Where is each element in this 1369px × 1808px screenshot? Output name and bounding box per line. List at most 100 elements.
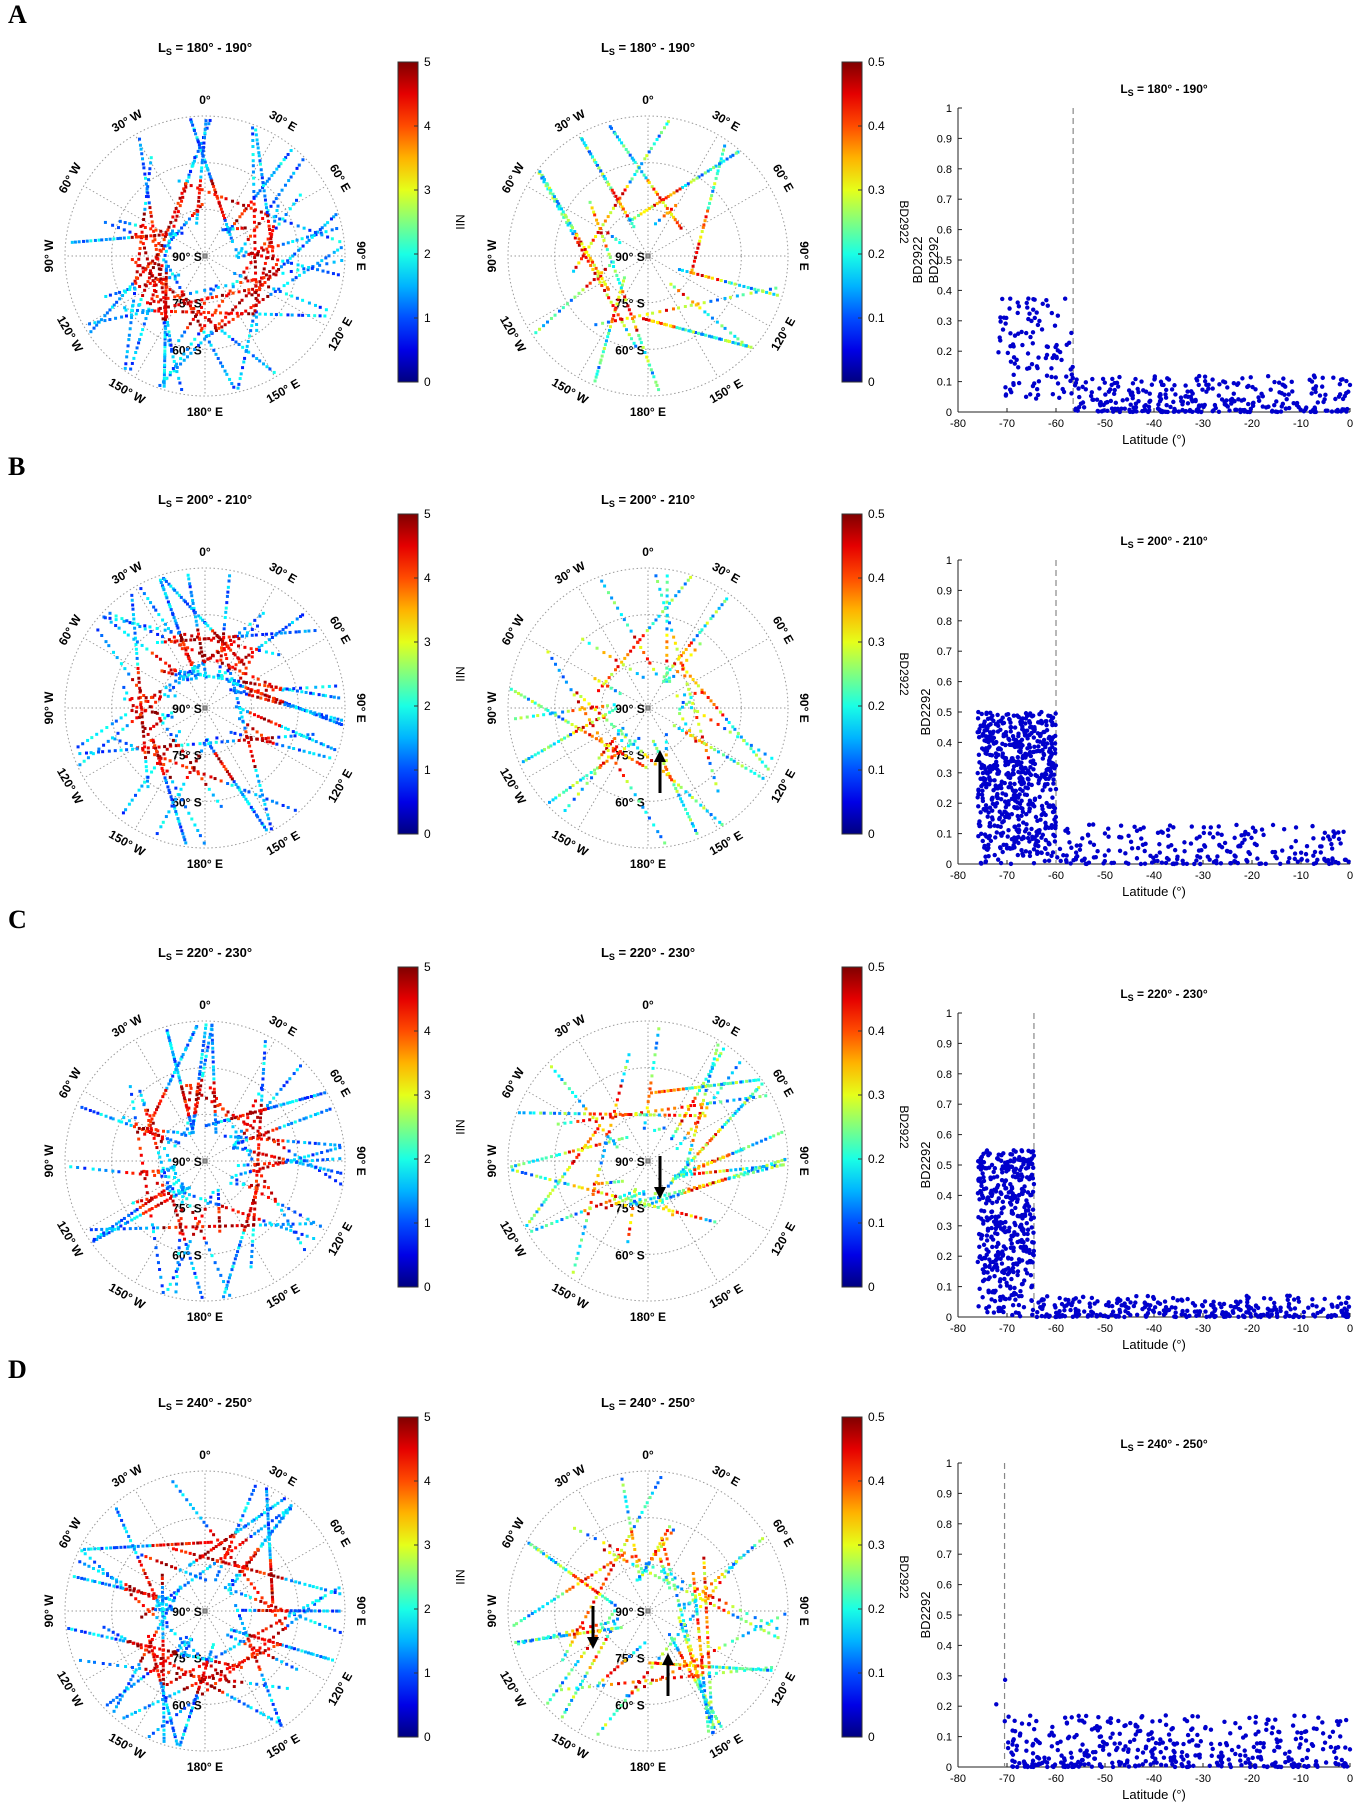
swath-point bbox=[664, 733, 668, 737]
scatter-point bbox=[1046, 713, 1051, 718]
swath-point bbox=[121, 293, 125, 297]
swath-point bbox=[234, 1130, 238, 1134]
swath-point bbox=[223, 218, 227, 222]
swath-point bbox=[215, 1121, 219, 1125]
swath-point bbox=[150, 297, 154, 301]
scatter-point bbox=[1225, 849, 1230, 854]
swath-point bbox=[613, 689, 617, 693]
swath-point bbox=[294, 731, 298, 735]
swath-point bbox=[145, 1170, 149, 1174]
swath-point bbox=[564, 788, 568, 792]
swath-point bbox=[122, 289, 126, 293]
swath-point bbox=[149, 738, 153, 742]
swath-point bbox=[211, 182, 215, 186]
scatter-point bbox=[1103, 400, 1109, 405]
swath-point bbox=[151, 738, 155, 742]
swath-point bbox=[257, 154, 261, 158]
swath-point bbox=[92, 326, 96, 330]
swath-point bbox=[163, 309, 167, 313]
scatter-point bbox=[1329, 841, 1334, 847]
swath-point bbox=[605, 718, 609, 722]
polar-grid-spoke bbox=[204, 185, 327, 257]
swath-point bbox=[243, 209, 247, 213]
swath-point bbox=[136, 666, 140, 670]
swath-point bbox=[200, 166, 204, 170]
swath-point bbox=[248, 711, 252, 715]
scatter-point bbox=[1025, 351, 1031, 356]
swath-point bbox=[202, 330, 206, 334]
swath-point bbox=[579, 240, 583, 244]
swath-point bbox=[557, 668, 561, 672]
swath-point bbox=[198, 323, 202, 327]
swath-point bbox=[129, 313, 133, 317]
swath-point bbox=[173, 1057, 177, 1061]
swath-point bbox=[244, 666, 248, 670]
swath-point bbox=[560, 207, 564, 211]
swath-point bbox=[286, 241, 290, 245]
swath-point bbox=[157, 745, 161, 749]
swath-point bbox=[166, 323, 170, 327]
swath-point bbox=[237, 637, 241, 641]
swath-point bbox=[693, 331, 697, 335]
swath-point bbox=[236, 701, 240, 705]
swath-point bbox=[238, 669, 242, 673]
swath-point bbox=[681, 717, 685, 721]
swath-point bbox=[168, 1158, 172, 1162]
scatter-point bbox=[1003, 729, 1009, 735]
swath-point bbox=[182, 302, 186, 306]
swath-point bbox=[146, 732, 150, 736]
swath-point bbox=[179, 787, 183, 791]
swath-point bbox=[641, 317, 645, 321]
swath-point bbox=[591, 724, 595, 728]
swath-point bbox=[683, 674, 687, 678]
scatter-point bbox=[980, 770, 986, 776]
scatter-point bbox=[977, 760, 982, 765]
scatter-point bbox=[1166, 377, 1172, 382]
x-tick-label: -30 bbox=[1195, 418, 1211, 430]
swath-point bbox=[649, 146, 653, 150]
swath-point bbox=[638, 337, 642, 341]
swath-point bbox=[177, 819, 181, 823]
swath-point bbox=[699, 729, 703, 733]
swath-point bbox=[138, 143, 142, 147]
swath-point bbox=[164, 661, 168, 665]
swath-point bbox=[595, 705, 599, 709]
swath-point bbox=[108, 237, 112, 241]
swath-point bbox=[177, 229, 181, 233]
scatter-point bbox=[1015, 852, 1021, 858]
scatter-point bbox=[1115, 384, 1121, 389]
swath-point bbox=[159, 1139, 163, 1143]
swath-point bbox=[662, 679, 666, 683]
swath-point bbox=[164, 1174, 168, 1178]
swath-point bbox=[199, 1290, 203, 1294]
swath-point bbox=[332, 250, 336, 254]
swath-point bbox=[237, 679, 241, 683]
swath-point bbox=[153, 238, 157, 242]
swath-point bbox=[269, 720, 273, 724]
scatter-point bbox=[1042, 858, 1048, 864]
swath-point bbox=[199, 616, 203, 620]
swath-point bbox=[593, 708, 597, 712]
swath-point bbox=[629, 629, 633, 633]
swath-point bbox=[324, 308, 328, 312]
swath-point bbox=[704, 743, 708, 747]
swath-point bbox=[668, 774, 672, 778]
swath-point bbox=[658, 200, 662, 204]
swath-point bbox=[635, 760, 639, 764]
longitude-label: 30° W bbox=[109, 558, 145, 587]
swath-point bbox=[252, 1215, 256, 1219]
swath-point bbox=[331, 272, 335, 276]
swath-point bbox=[687, 815, 691, 819]
swath-point bbox=[254, 291, 258, 295]
swath-point bbox=[260, 643, 264, 647]
swath-point bbox=[131, 678, 135, 682]
scatter-point bbox=[1228, 860, 1234, 866]
swath-point bbox=[143, 780, 147, 784]
swath-point bbox=[281, 259, 285, 263]
scatter-point bbox=[1172, 847, 1178, 853]
scatter-point bbox=[1028, 334, 1033, 340]
swath-point bbox=[672, 674, 676, 678]
swath-point bbox=[311, 738, 315, 742]
swath-point bbox=[740, 764, 744, 768]
swath-point bbox=[142, 734, 146, 738]
